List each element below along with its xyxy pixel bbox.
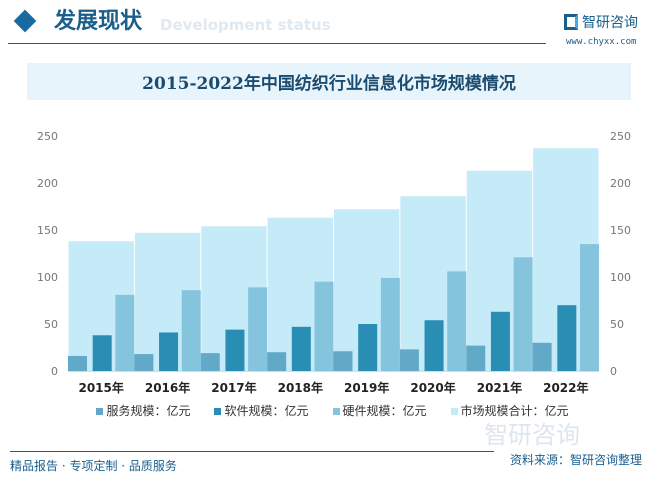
legend-swatch bbox=[332, 408, 340, 415]
bar-hardware bbox=[248, 287, 268, 371]
logo: 智研咨询 bbox=[564, 12, 638, 32]
legend-swatch bbox=[214, 408, 222, 415]
y-tick-left: 150 bbox=[37, 224, 58, 237]
y-tick-left: 200 bbox=[37, 177, 58, 190]
logo-url: www.chyxx.com bbox=[566, 37, 637, 47]
bar-hardware bbox=[580, 244, 599, 371]
legend: 服务规模：亿元 软件规模：亿元 硬件规模：亿元 市场规模合计：亿元 bbox=[0, 404, 665, 419]
logo-name: 智研咨询 bbox=[582, 15, 638, 31]
y-tick-left: 50 bbox=[44, 318, 58, 331]
bar-hardware bbox=[513, 257, 533, 371]
footer-slogan: 精品报告 · 专项定制 · 品质服务 bbox=[10, 459, 177, 473]
legend-label: 服务规模：亿元 bbox=[106, 404, 191, 418]
bar-software bbox=[557, 305, 577, 371]
legend-item: 市场规模合计：亿元 bbox=[450, 404, 569, 419]
y-tick-left: 100 bbox=[37, 271, 58, 284]
chart-title: 2015-2022年中国纺织行业信息化市场规模情况 bbox=[27, 63, 631, 100]
source-note: 资料来源：智研咨询整理 bbox=[510, 453, 643, 467]
bar-hardware bbox=[380, 277, 400, 371]
legend-swatch bbox=[96, 408, 104, 415]
bar-hardware bbox=[314, 281, 334, 371]
y-tick-right: 100 bbox=[610, 271, 631, 284]
bar-service bbox=[399, 349, 419, 371]
bar-software bbox=[291, 326, 311, 371]
header-subtitle: Development status bbox=[160, 16, 331, 34]
legend-label: 硬件规模：亿元 bbox=[342, 404, 427, 418]
x-tick-label: 2022年 bbox=[543, 380, 588, 395]
bar-hardware bbox=[115, 294, 135, 371]
header-divider bbox=[8, 43, 546, 44]
legend-label: 软件规模：亿元 bbox=[224, 404, 309, 418]
bar-software bbox=[490, 311, 510, 371]
footer-divider bbox=[10, 451, 494, 452]
bar-service bbox=[68, 355, 87, 371]
bar-service bbox=[532, 342, 552, 371]
bar-service bbox=[267, 352, 287, 371]
legend-label: 市场规模合计：亿元 bbox=[460, 404, 569, 418]
x-tick-label: 2016年 bbox=[145, 380, 190, 395]
y-tick-right: 250 bbox=[610, 130, 631, 143]
y-tick-right: 150 bbox=[610, 224, 631, 237]
y-tick-left: 0 bbox=[51, 365, 58, 378]
y-tick-left: 250 bbox=[37, 130, 58, 143]
bar-software bbox=[92, 335, 112, 371]
bar-service bbox=[333, 351, 353, 371]
legend-swatch bbox=[450, 408, 458, 415]
x-tick-label: 2017年 bbox=[211, 380, 256, 395]
chart: 0 0 50 50 100 100 150 150 200 200 250 250 2015年 2016年… bbox=[37, 130, 631, 395]
bar-software bbox=[159, 332, 179, 371]
x-tick-label: 2020年 bbox=[410, 380, 455, 395]
header-title: 发展现状 bbox=[54, 8, 143, 34]
y-tick-right: 50 bbox=[610, 318, 624, 331]
x-tick-label: 2015年 bbox=[78, 380, 123, 395]
x-tick-label: 2019年 bbox=[344, 380, 389, 395]
legend-item: 软件规模：亿元 bbox=[214, 404, 309, 419]
legend-item: 服务规模：亿元 bbox=[96, 404, 190, 419]
bar-software bbox=[424, 320, 444, 371]
logo-icon bbox=[564, 14, 578, 30]
bar-hardware bbox=[447, 271, 467, 371]
bar-software bbox=[225, 329, 245, 371]
bar-service bbox=[200, 353, 220, 371]
watermark-logo: 智研咨询 bbox=[484, 421, 580, 449]
bar-hardware bbox=[181, 290, 201, 371]
bar-software bbox=[358, 324, 378, 371]
bar-service bbox=[134, 354, 154, 371]
legend-item: 硬件规模：亿元 bbox=[332, 404, 427, 419]
bar-service bbox=[466, 345, 486, 371]
x-tick-label: 2021年 bbox=[477, 380, 522, 395]
y-tick-right: 200 bbox=[610, 177, 631, 190]
y-tick-right: 0 bbox=[610, 365, 617, 378]
x-tick-label: 2018年 bbox=[278, 380, 323, 395]
